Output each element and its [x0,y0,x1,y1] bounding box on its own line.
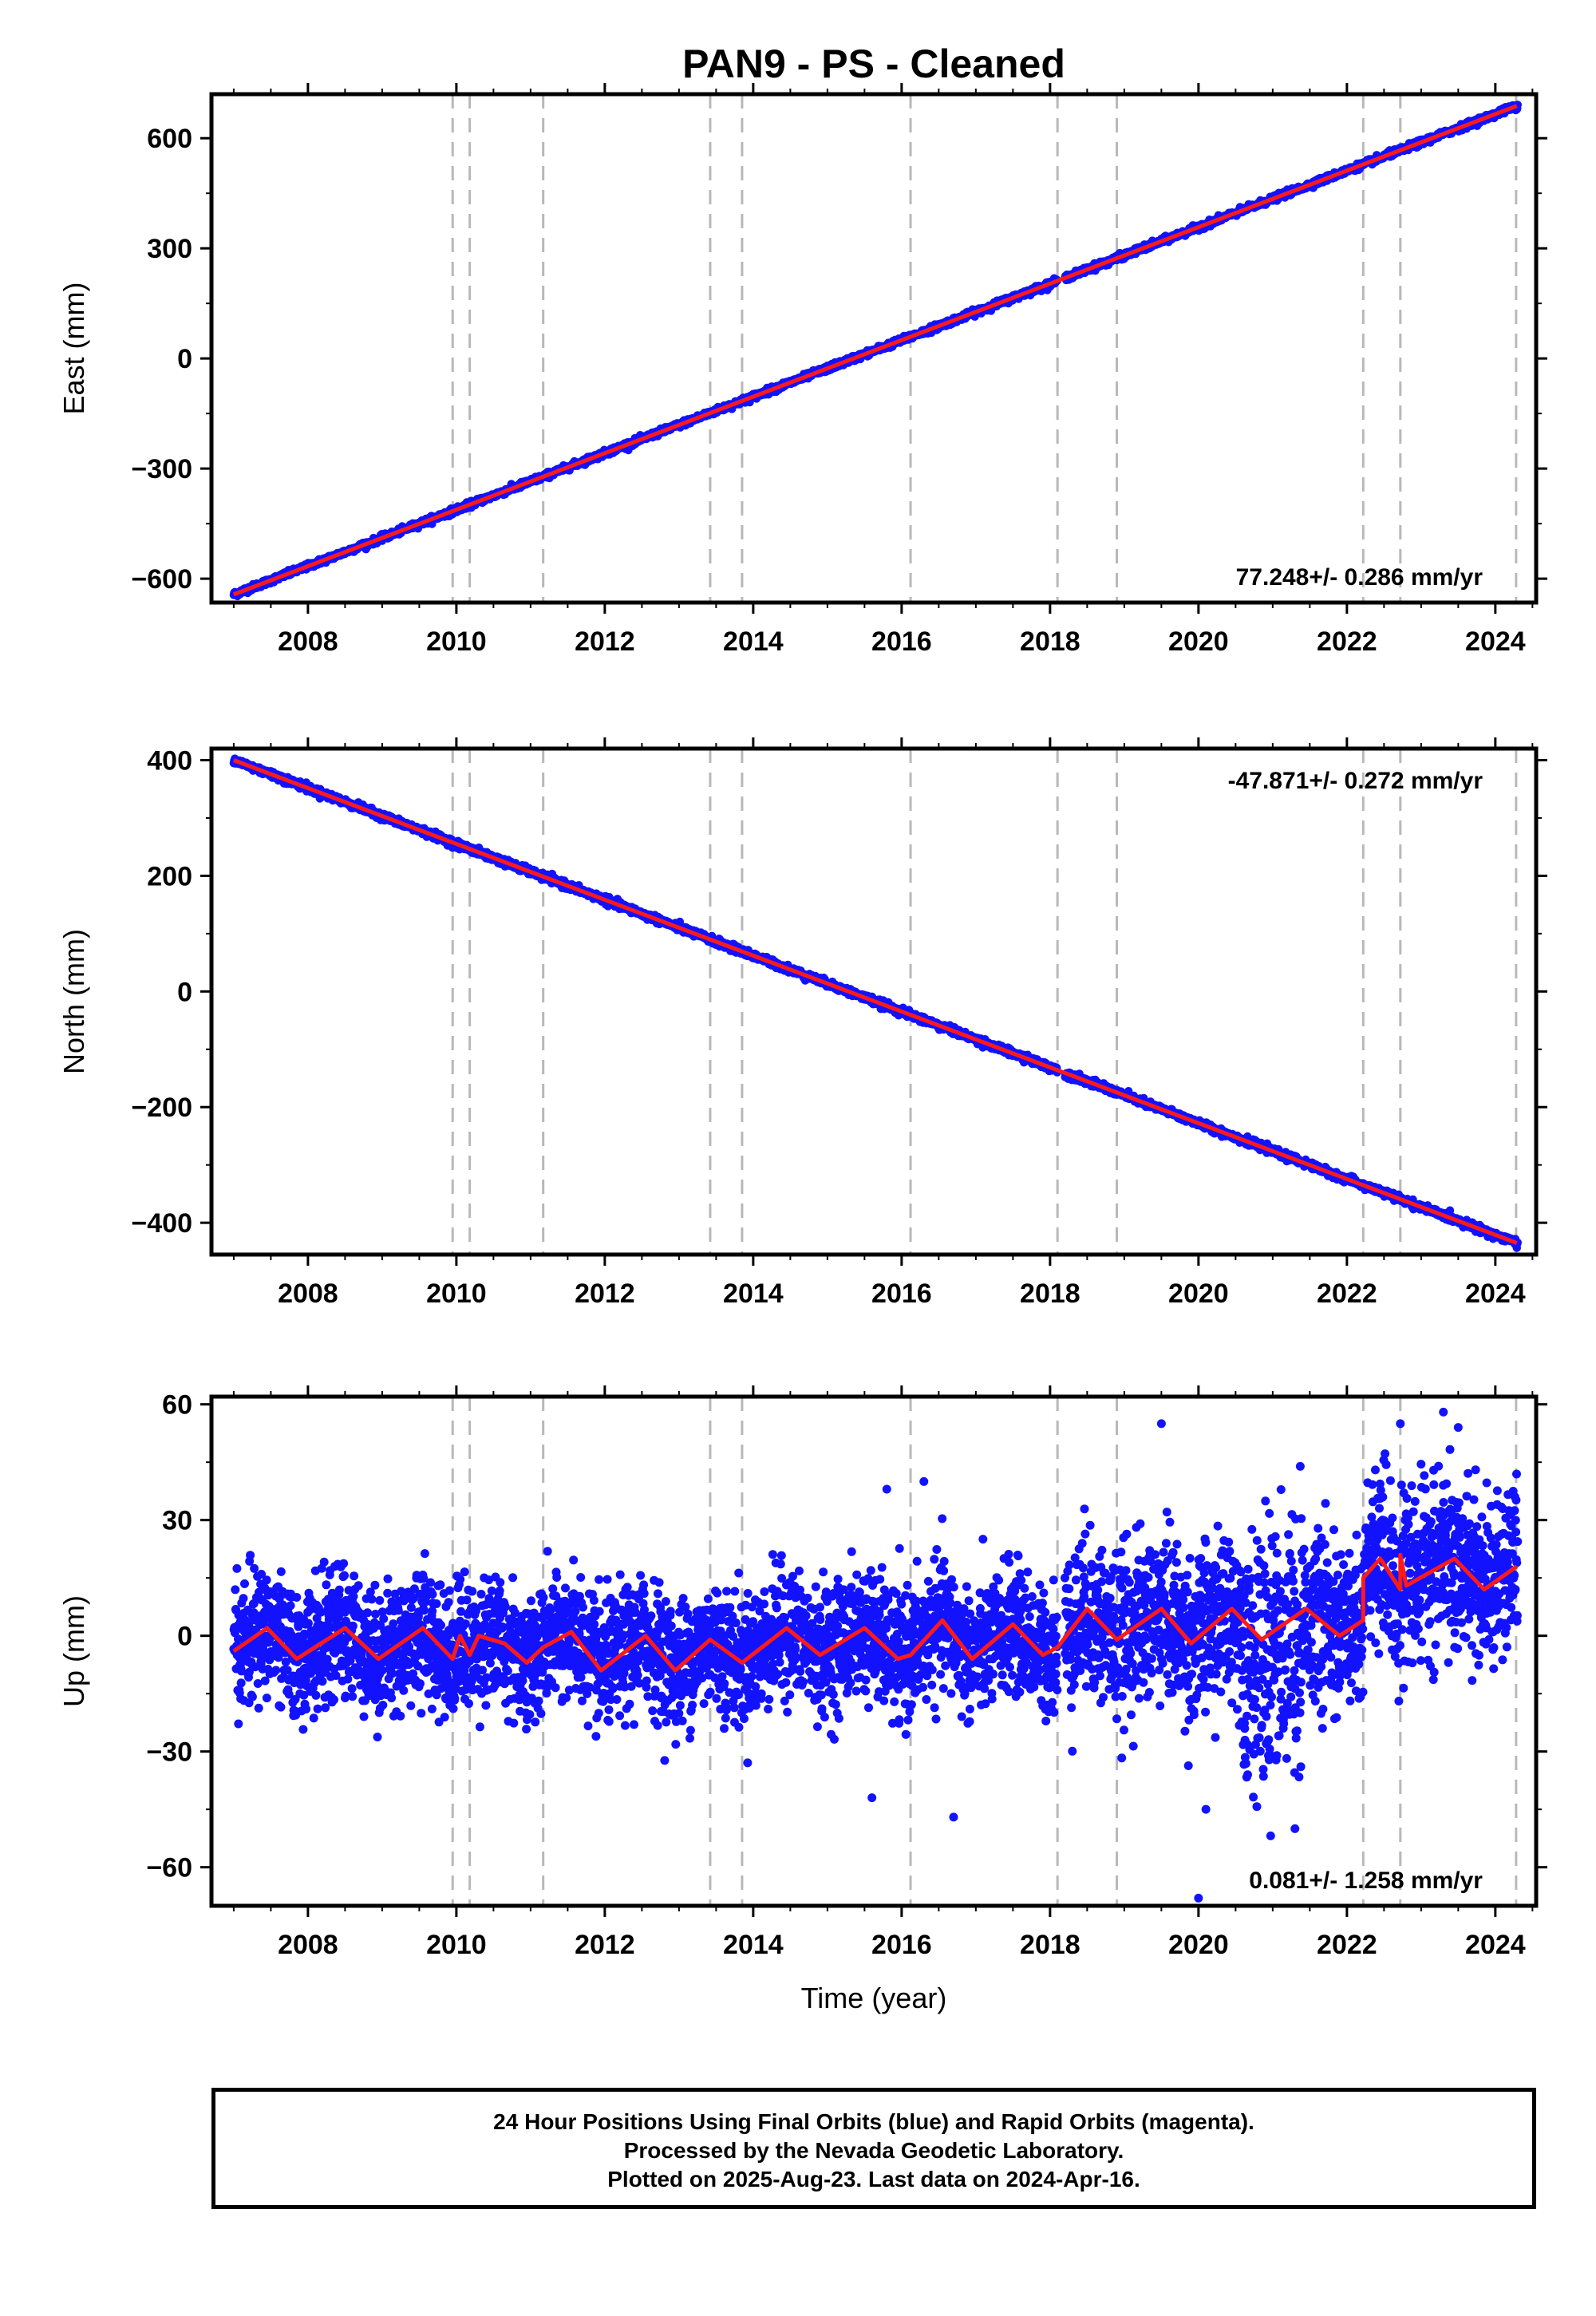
x-tick-label: 2022 [1317,626,1377,657]
x-tick-label: 2020 [1168,626,1229,657]
x-tick-label: 2010 [426,626,487,657]
x-tick-label: 2008 [278,626,338,657]
rate-annotation: 77.248+/- 0.286 mm/yr [1236,564,1483,591]
y-axis-label: East (mm) [57,283,90,415]
model-fit-line [233,104,1518,597]
plot-frame [209,92,1539,605]
y-tick-label: 0 [177,344,192,374]
x-tick-label: 2012 [575,626,635,657]
x-tick-label: 2016 [871,626,932,657]
chart-title: PAN9 - PS - Cleaned [682,41,1065,86]
plot-area [229,94,1523,603]
plot-area [229,749,1523,1255]
y-tick-label: 300 [147,234,192,264]
panel-east: −600 −300 0 300 600 2008 2010 2012 2014 2016 2018 2… [57,83,1547,657]
x-tick-label: 2024 [1465,626,1526,657]
x-tick-label: 2018 [1020,626,1080,657]
y-tick-label: −600 [131,564,192,595]
y-tick-label: −300 [131,454,192,484]
y-tick-label: 600 [147,124,192,154]
x-tick-label: 2014 [723,626,784,657]
